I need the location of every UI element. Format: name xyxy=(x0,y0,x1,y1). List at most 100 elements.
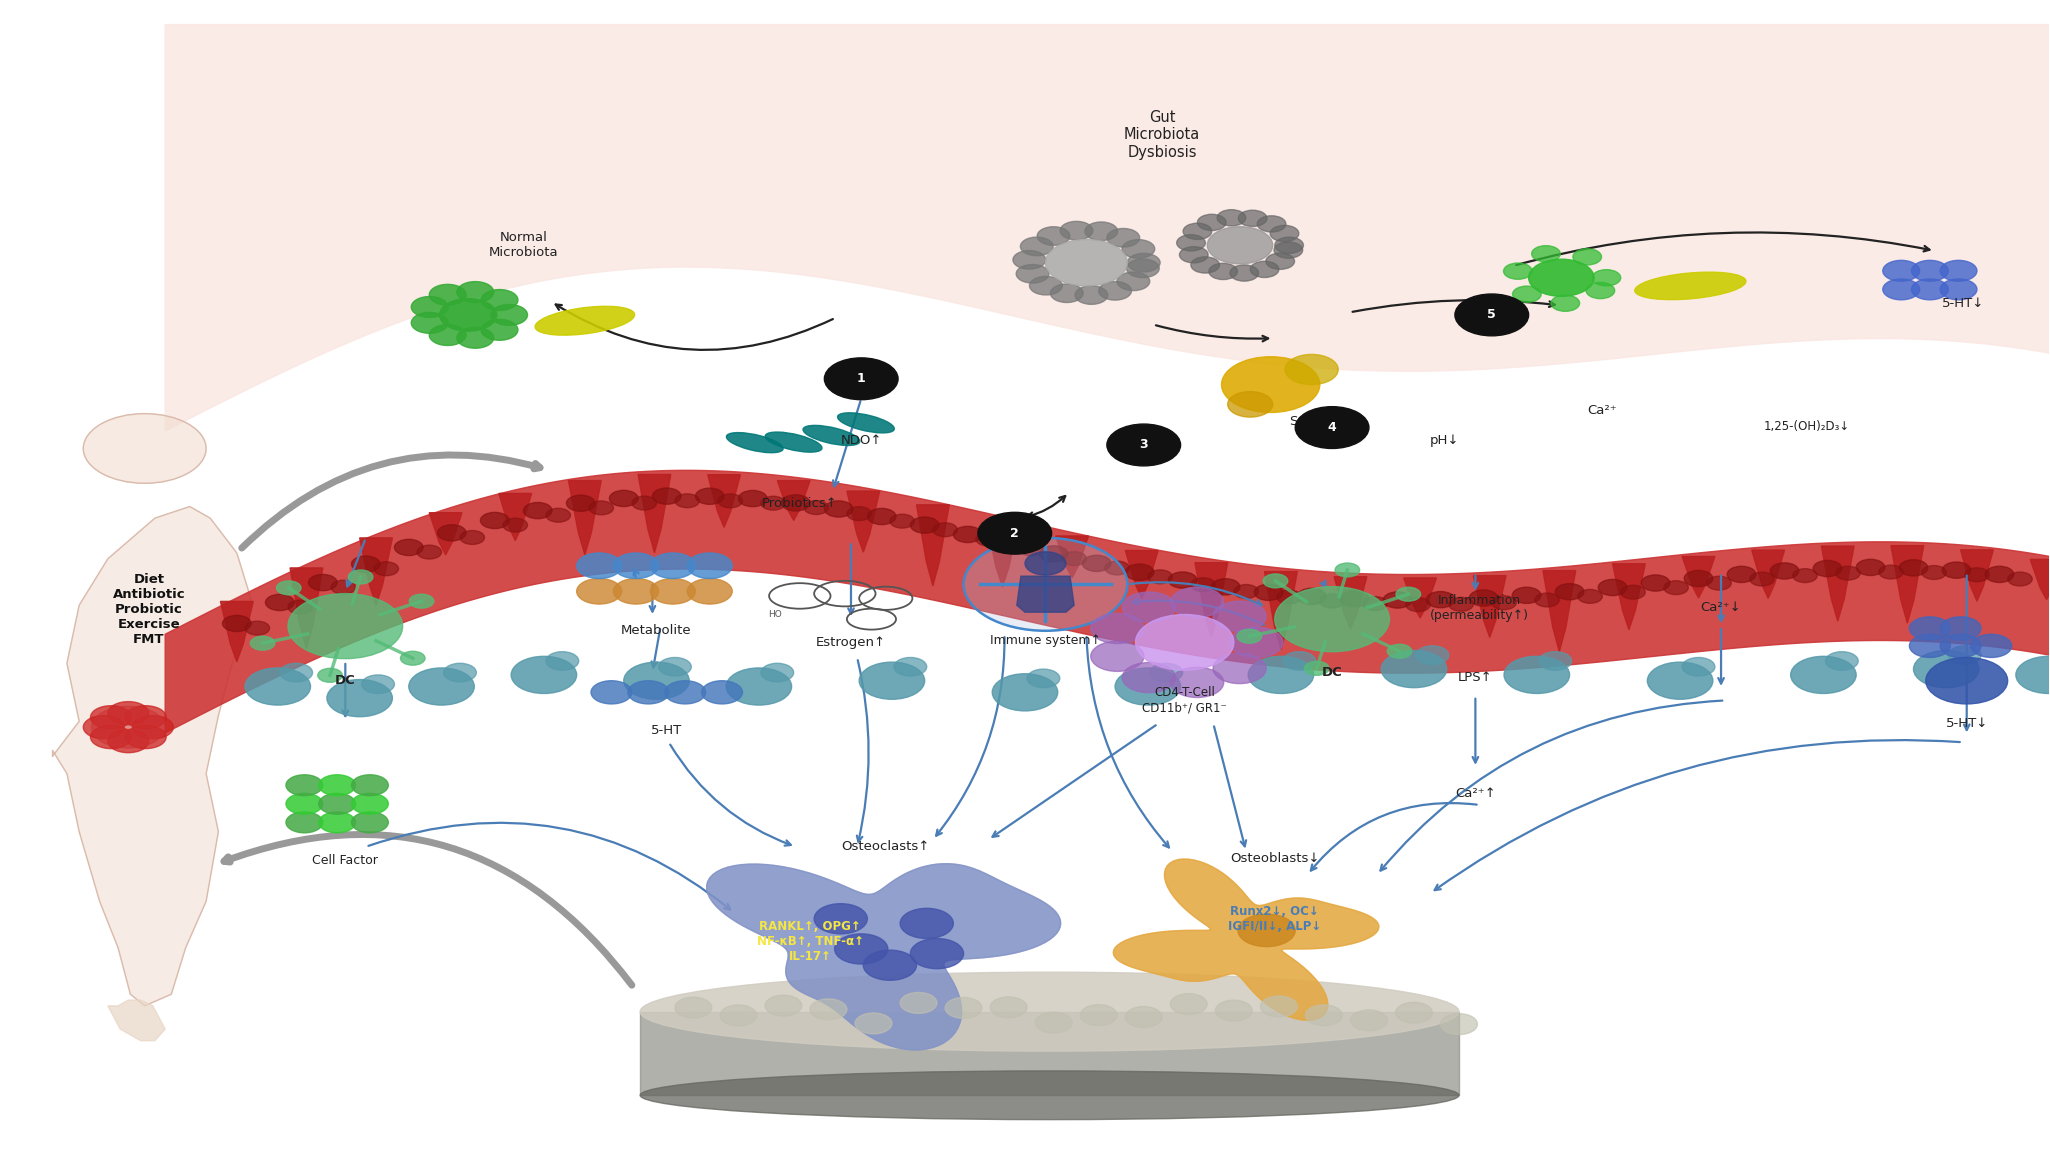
Polygon shape xyxy=(1544,570,1576,652)
Circle shape xyxy=(285,812,322,832)
Circle shape xyxy=(457,282,494,303)
Circle shape xyxy=(1728,566,1757,582)
Text: Ca²⁺: Ca²⁺ xyxy=(1587,404,1617,417)
Circle shape xyxy=(781,495,810,511)
Circle shape xyxy=(1125,1007,1162,1028)
Circle shape xyxy=(650,553,695,579)
Circle shape xyxy=(1013,250,1046,269)
Circle shape xyxy=(1117,272,1150,291)
Circle shape xyxy=(1513,587,1542,603)
Polygon shape xyxy=(1113,859,1380,1021)
Polygon shape xyxy=(166,470,2050,733)
Circle shape xyxy=(1941,562,1970,579)
Circle shape xyxy=(1363,597,1388,610)
Text: Immune system↑: Immune system↑ xyxy=(990,633,1101,646)
Circle shape xyxy=(109,730,150,753)
Polygon shape xyxy=(359,538,392,605)
Circle shape xyxy=(1298,588,1326,604)
Circle shape xyxy=(1388,645,1412,658)
Circle shape xyxy=(482,290,519,311)
Text: Gut
Microbiota
Dysbiosis: Gut Microbiota Dysbiosis xyxy=(1123,111,1201,159)
Circle shape xyxy=(1925,658,2007,704)
Polygon shape xyxy=(1335,576,1367,629)
Circle shape xyxy=(351,775,387,796)
Circle shape xyxy=(1708,576,1732,590)
Circle shape xyxy=(1039,546,1068,562)
Text: HO: HO xyxy=(769,610,783,619)
Circle shape xyxy=(1913,651,1978,688)
Polygon shape xyxy=(707,864,1060,1050)
Circle shape xyxy=(1898,560,1927,576)
Circle shape xyxy=(285,775,322,796)
Circle shape xyxy=(1091,613,1144,644)
Circle shape xyxy=(859,662,925,700)
Circle shape xyxy=(576,579,621,604)
Circle shape xyxy=(84,413,207,483)
Circle shape xyxy=(687,553,732,579)
Circle shape xyxy=(1341,591,1369,608)
Text: 1: 1 xyxy=(857,372,865,385)
Polygon shape xyxy=(2030,560,2050,599)
Circle shape xyxy=(287,601,312,615)
Circle shape xyxy=(1019,542,1043,555)
Circle shape xyxy=(1255,584,1283,601)
Circle shape xyxy=(480,512,508,528)
Circle shape xyxy=(1267,253,1294,269)
Circle shape xyxy=(412,297,449,318)
Circle shape xyxy=(1921,566,1945,580)
Circle shape xyxy=(1824,652,1857,670)
Circle shape xyxy=(1835,566,1859,580)
Circle shape xyxy=(92,707,166,748)
Circle shape xyxy=(84,716,125,739)
Circle shape xyxy=(900,908,953,938)
Circle shape xyxy=(246,622,271,636)
Circle shape xyxy=(1320,594,1345,608)
Circle shape xyxy=(1396,1002,1433,1023)
Ellipse shape xyxy=(1634,272,1747,299)
Text: Osteoblasts↓: Osteoblasts↓ xyxy=(1230,852,1320,865)
Circle shape xyxy=(348,570,373,584)
Circle shape xyxy=(318,812,355,832)
Polygon shape xyxy=(1890,546,1923,623)
Text: SCFA↓: SCFA↓ xyxy=(1289,416,1335,428)
Circle shape xyxy=(1384,591,1412,608)
Polygon shape xyxy=(847,491,879,552)
Circle shape xyxy=(650,579,695,604)
Circle shape xyxy=(1470,590,1499,606)
Circle shape xyxy=(953,526,982,542)
Circle shape xyxy=(482,319,519,340)
Circle shape xyxy=(1084,222,1117,241)
Circle shape xyxy=(910,938,964,968)
Circle shape xyxy=(863,950,916,980)
Circle shape xyxy=(1642,575,1671,591)
Circle shape xyxy=(631,496,656,510)
Circle shape xyxy=(590,681,631,704)
Circle shape xyxy=(1171,588,1224,617)
Circle shape xyxy=(1238,914,1296,946)
Circle shape xyxy=(1441,1014,1478,1035)
Circle shape xyxy=(1212,579,1240,595)
Circle shape xyxy=(1939,634,1980,658)
Circle shape xyxy=(1427,591,1456,608)
Circle shape xyxy=(847,506,871,520)
Circle shape xyxy=(1228,391,1273,417)
Circle shape xyxy=(910,517,939,533)
Circle shape xyxy=(1177,235,1205,251)
Circle shape xyxy=(428,325,465,346)
Circle shape xyxy=(1909,634,1950,658)
Circle shape xyxy=(1909,617,1950,640)
Circle shape xyxy=(373,562,398,576)
Circle shape xyxy=(1248,656,1314,694)
Circle shape xyxy=(1074,286,1107,304)
Circle shape xyxy=(1277,590,1302,604)
Circle shape xyxy=(1531,246,1560,262)
Circle shape xyxy=(1275,587,1390,652)
Circle shape xyxy=(1396,587,1421,601)
Text: Osteoclasts↑: Osteoclasts↑ xyxy=(843,840,931,853)
Circle shape xyxy=(1939,617,1980,640)
Circle shape xyxy=(1984,566,2013,582)
Circle shape xyxy=(588,501,613,514)
Circle shape xyxy=(1060,221,1093,240)
Text: 5-HT: 5-HT xyxy=(652,724,683,737)
Circle shape xyxy=(125,705,166,729)
